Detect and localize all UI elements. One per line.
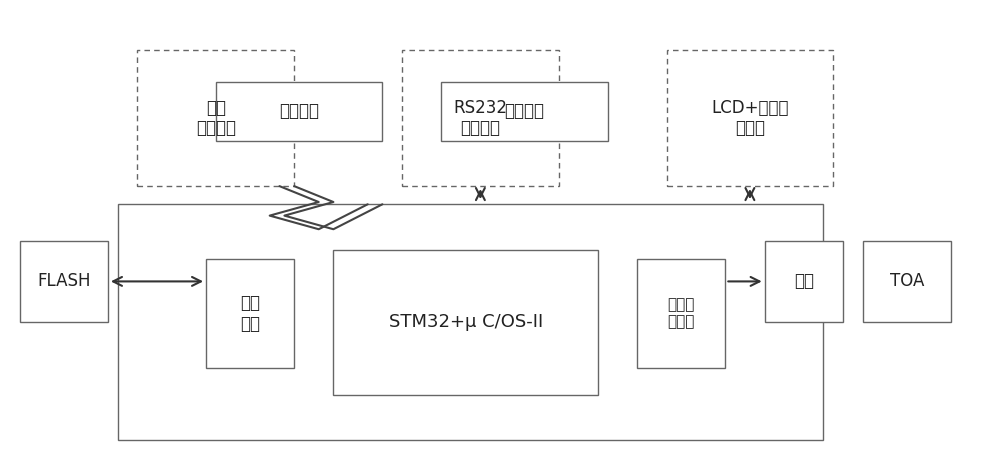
Text: 交互功能: 交互功能 [279,102,319,120]
Text: 数据
存储: 数据 存储 [240,294,260,332]
Bar [441,82,608,141]
Bar [118,204,823,440]
Text: 中断: 中断 [794,272,814,290]
Bar [216,82,382,141]
Text: RS232
本地交互: RS232 本地交互 [453,99,507,138]
Text: TOA: TOA [890,272,924,290]
Bar [20,241,108,322]
Bar [863,241,951,322]
Text: 蓝牙
远程交互: 蓝牙 远程交互 [196,99,236,138]
Bar [765,241,843,322]
Bar [637,259,725,368]
Bar [333,250,598,395]
Text: 指令解析: 指令解析 [505,102,544,120]
Bar [206,259,294,368]
Bar [137,50,294,186]
Text: STM32+μ C/OS-II: STM32+μ C/OS-II [389,313,543,331]
Bar [402,50,559,186]
Text: 数据采
集整理: 数据采 集整理 [668,297,695,329]
Text: FLASH: FLASH [37,272,91,290]
Bar [667,50,833,186]
Text: LCD+红外菜
单操作: LCD+红外菜 单操作 [711,99,789,138]
